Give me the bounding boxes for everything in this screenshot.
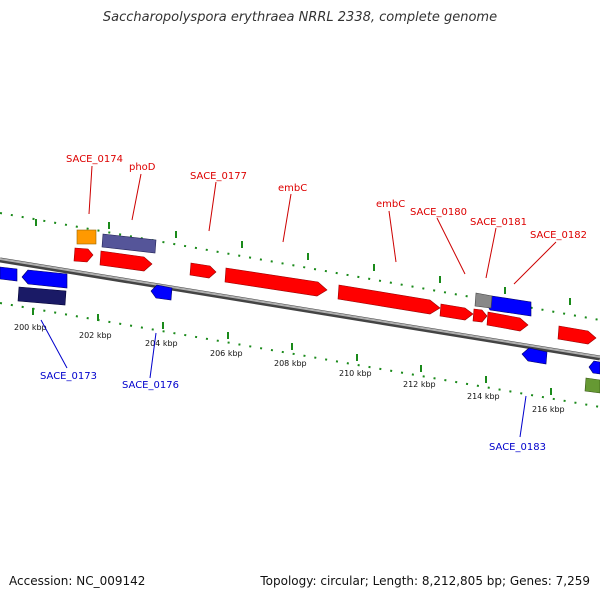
gene-feature[interactable] bbox=[76, 229, 97, 245]
gene-feature[interactable] bbox=[472, 308, 488, 323]
bottom-gene-labels: SACE_0173 SACE_0176 SACE_0183 bbox=[40, 319, 546, 453]
scale-label: 204 kbp bbox=[145, 339, 178, 348]
gene-feature[interactable] bbox=[337, 284, 441, 315]
gene-feature[interactable] bbox=[101, 233, 157, 254]
inner-tick-track bbox=[0, 302, 600, 408]
gene-feature[interactable] bbox=[521, 347, 548, 365]
scale-label: 214 kbp bbox=[467, 392, 500, 401]
gene-label: SACE_0183 bbox=[489, 442, 546, 453]
gene-label: SACE_0180 bbox=[410, 207, 467, 218]
top-gene-labels: SACE_0174 phoD SACE_0177 embC embC SACE_… bbox=[66, 154, 587, 285]
accession-text: Accession: NC_009142 bbox=[9, 574, 146, 588]
gene-label: SACE_0173 bbox=[40, 371, 97, 382]
other-features bbox=[17, 229, 600, 394]
plus-strand-genes bbox=[73, 247, 597, 345]
scale-label: 200 kbp bbox=[14, 323, 47, 332]
gene-label: SACE_0182 bbox=[530, 230, 587, 241]
gene-feature[interactable] bbox=[557, 325, 597, 345]
scale-label: 206 kbp bbox=[210, 349, 243, 358]
gene-feature[interactable] bbox=[99, 250, 153, 272]
minus-strand-genes bbox=[0, 266, 600, 375]
gene-feature[interactable] bbox=[150, 284, 173, 301]
gene-feature[interactable] bbox=[21, 269, 68, 289]
gene-feature[interactable] bbox=[474, 292, 493, 309]
scale-label: 212 kbp bbox=[403, 380, 436, 389]
gene-feature[interactable] bbox=[17, 286, 67, 306]
gene-feature[interactable] bbox=[584, 377, 600, 394]
scale-labels: 200 kbp 202 kbp 204 kbp 206 kbp 208 kbp … bbox=[14, 323, 565, 414]
scale-label: 216 kbp bbox=[532, 405, 565, 414]
genome-backbone bbox=[0, 257, 600, 361]
gene-feature[interactable] bbox=[224, 267, 328, 297]
gene-label: SACE_0176 bbox=[122, 380, 179, 391]
gene-label: phoD bbox=[129, 162, 156, 173]
gene-label: SACE_0174 bbox=[66, 154, 123, 165]
gene-label: SACE_0177 bbox=[190, 171, 247, 182]
gene-feature[interactable] bbox=[189, 262, 217, 279]
gene-feature[interactable] bbox=[588, 360, 600, 375]
gene-label: embC bbox=[278, 183, 307, 194]
topology-text: Topology: circular; Length: 8,212,805 bp… bbox=[260, 574, 590, 588]
scale-label: 202 kbp bbox=[79, 331, 112, 340]
gene-feature[interactable] bbox=[439, 303, 474, 321]
gene-label: embC bbox=[376, 199, 405, 210]
map-title: Saccharopolyspora erythraea NRRL 2338, c… bbox=[102, 10, 498, 25]
gene-label: SACE_0181 bbox=[470, 217, 527, 228]
gene-feature[interactable] bbox=[486, 311, 529, 332]
gene-feature[interactable] bbox=[73, 247, 94, 263]
gene-feature[interactable] bbox=[0, 266, 18, 282]
scale-label: 210 kbp bbox=[339, 369, 372, 378]
scale-label: 208 kbp bbox=[274, 359, 307, 368]
